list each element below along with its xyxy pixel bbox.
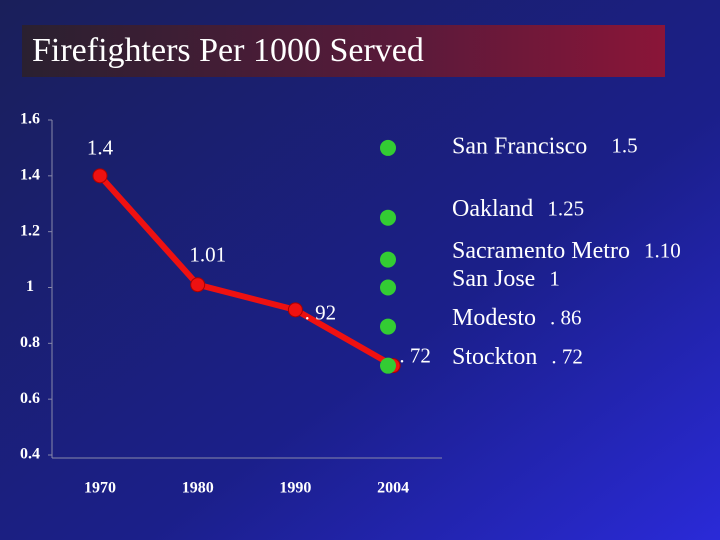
data-label: 1.4	[87, 136, 114, 160]
line	[97, 173, 395, 369]
city-name: Stockton	[452, 344, 537, 370]
city-point	[380, 139, 396, 156]
city-point	[380, 318, 396, 335]
city-value: . 72	[551, 344, 583, 368]
x-tick-label: 1970	[84, 480, 116, 497]
city-name: San Francisco	[452, 133, 587, 159]
x-tick-label: 1980	[182, 480, 214, 497]
y-tick-label: 1.6	[20, 111, 40, 128]
city-value: 1.25	[547, 197, 584, 221]
point	[92, 168, 108, 184]
y-tick-label: 0.6	[20, 390, 40, 407]
city-name: Oakland	[452, 196, 533, 222]
city-value: . 86	[550, 305, 582, 329]
city-value: 1.10	[644, 238, 681, 262]
point	[190, 277, 206, 293]
city-point	[380, 357, 396, 374]
y-tick-label: 1.4	[20, 167, 40, 184]
city-point	[380, 251, 396, 268]
city-name: San Jose	[452, 266, 535, 292]
city-value: 1.5	[611, 134, 637, 158]
y-tick-label: 0.8	[20, 334, 40, 351]
city-value: 1	[549, 266, 560, 290]
city-point	[380, 279, 396, 296]
city-name: Sacramento Metro	[452, 238, 630, 264]
data-label: . 72	[399, 343, 431, 367]
city-name: Modesto	[452, 305, 536, 331]
y-tick-label: 1.2	[20, 222, 40, 239]
data-label: 1.01	[189, 243, 226, 267]
x-tick-label: 1990	[279, 480, 311, 497]
city-point	[380, 209, 396, 226]
point	[287, 302, 303, 318]
title-banner	[22, 25, 665, 77]
chart-title: Firefighters Per 1000 Served	[32, 32, 424, 69]
x-tick-label: 2004	[377, 480, 409, 497]
y-tick-label: 1	[26, 278, 34, 295]
data-label: . 92	[305, 301, 337, 325]
y-tick-label: 0.4	[20, 446, 40, 463]
